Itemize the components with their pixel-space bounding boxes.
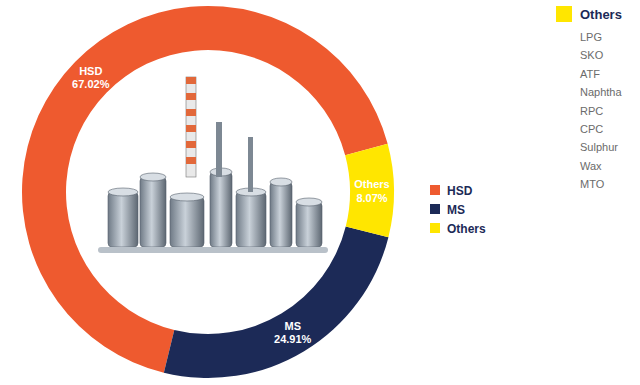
column: [216, 122, 222, 177]
legend-item: MS: [430, 203, 465, 217]
chimney-stripe: [186, 125, 196, 132]
chimney-stripe: [186, 157, 196, 164]
slice-category: Others: [354, 178, 389, 190]
others-item: RPC: [580, 105, 603, 117]
tank: [236, 192, 266, 247]
data-label-group: MS24.91%: [274, 320, 312, 345]
others-item: ATF: [580, 68, 600, 80]
others-item: Wax: [580, 160, 602, 172]
others-item: Sulphur: [580, 141, 618, 153]
others-swatch: [556, 6, 572, 22]
others-item: MTO: [580, 178, 605, 190]
tank-top: [140, 173, 166, 181]
slice-category: HSD: [79, 65, 102, 77]
legend-label: HSD: [447, 184, 473, 198]
others-item: SKO: [580, 49, 604, 61]
others-item: Naphtha: [580, 86, 622, 98]
chimney-stripe: [186, 109, 196, 116]
legend-item: Others: [430, 222, 486, 236]
tank: [210, 172, 232, 247]
refinery-illustration: [98, 77, 328, 253]
slice-category: MS: [284, 320, 301, 332]
tank-top: [270, 178, 292, 186]
legend-swatch: [430, 185, 440, 195]
legend-swatch: [430, 204, 440, 214]
tank: [296, 202, 322, 247]
legend-item: HSD: [430, 184, 473, 198]
tank-top: [108, 188, 138, 196]
legend-swatch: [430, 223, 440, 233]
others-title: Others: [580, 7, 622, 22]
tank: [270, 182, 292, 247]
tank-top: [170, 193, 204, 201]
slice: [345, 144, 394, 237]
data-labels: HSD67.02% MS24.91% Others 8.07%: [72, 65, 390, 345]
legend: HSD MS Others: [430, 184, 486, 236]
legend-label: MS: [447, 203, 465, 217]
slice-value: 67.02%: [72, 78, 110, 90]
chart: HSD67.02%MS24.91%Others8.07%HSDMSOthersO…: [0, 0, 640, 385]
slice: [164, 226, 389, 378]
tank-top: [296, 198, 322, 206]
data-label-group: HSD67.02%: [72, 65, 110, 90]
data-label-group: Others 8.07%: [354, 178, 389, 203]
legend-label: Others: [447, 222, 486, 236]
chimney-stripe: [186, 77, 196, 84]
column: [248, 137, 253, 192]
tank: [170, 197, 204, 247]
chimney: [186, 77, 196, 177]
slice-value: 24.91%: [274, 333, 312, 345]
others-item: LPG: [580, 31, 602, 43]
slice-value: 8.07%: [356, 192, 387, 204]
slices: [22, 6, 394, 378]
others-list: Others LPG SKO ATF Naphtha RPC CPC Sulphur Wax MT…: [556, 6, 622, 190]
tank: [140, 177, 166, 247]
tank: [108, 192, 138, 247]
chimney-stripe: [186, 141, 196, 148]
ground: [98, 247, 328, 253]
chimney-stripe: [186, 93, 196, 100]
others-item: CPC: [580, 123, 603, 135]
